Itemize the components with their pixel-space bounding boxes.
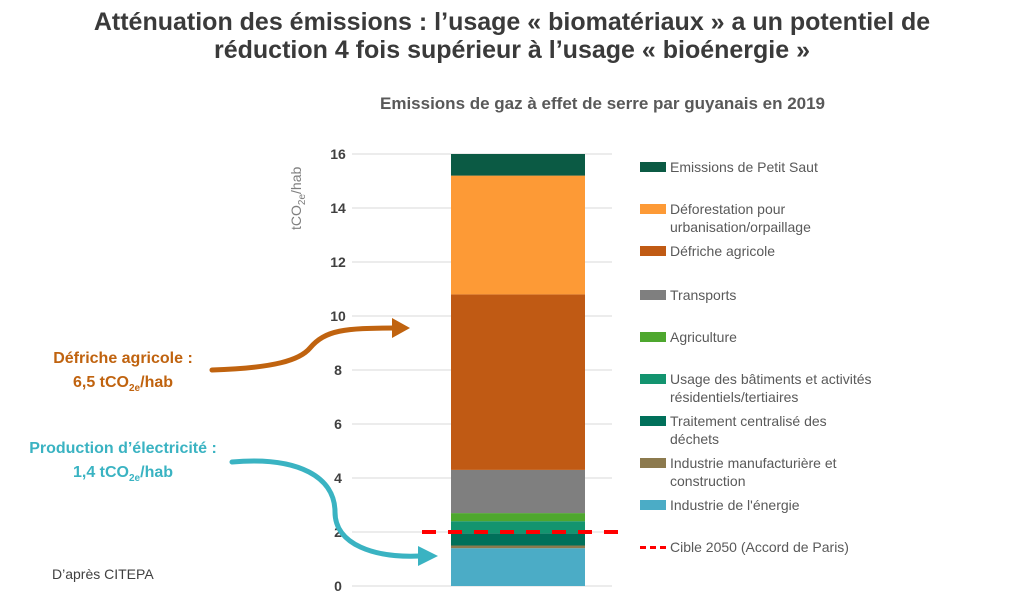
chart-title-text: Emissions de gaz à effet de serre par gu… — [379, 94, 826, 113]
legend-swatch-7 — [640, 458, 666, 468]
bar-segment-8 — [451, 154, 585, 176]
legend-label-7: Industrie manufacturière et construction — [670, 455, 837, 489]
legend-label-9: Cible 2050 (Accord de Paris) — [670, 539, 849, 555]
legend-swatch-5 — [640, 374, 666, 384]
y-axis-label-a: tCO — [288, 205, 304, 230]
chart-title: Emissions de gaz à effet de serre par gu… — [330, 93, 875, 115]
y-tick-6: 6 — [334, 416, 342, 432]
legend-swatch-4 — [640, 332, 666, 342]
y-axis-label-b: /hab — [288, 166, 304, 194]
bar-stack — [451, 154, 585, 586]
legend-label-8: Industrie de l'énergie — [670, 497, 800, 513]
callout-electricite: Production d’électricité : 1,4 tCO2e/hab — [8, 437, 238, 491]
legend-swatch-9 — [640, 546, 666, 549]
y-tick-12: 12 — [330, 254, 346, 270]
y-axis-label: tCO2e/hab — [288, 130, 308, 230]
bar-segment-5 — [451, 469, 585, 514]
y-tick-0: 0 — [334, 578, 342, 594]
legend-label-5: Usage des bâtiments et activités résident… — [670, 371, 872, 405]
callout-defriche-sub: 2e — [129, 383, 141, 395]
callout-electricite-number: 1,4 tCO — [72, 464, 129, 481]
legend-swatch-6 — [640, 416, 666, 426]
legend-swatch-3 — [640, 290, 666, 300]
bar-segment-0 — [451, 548, 585, 586]
headline: Atténuation des émissions : l’usage « bi… — [0, 8, 1024, 64]
callout-electricite-label: Production d’électricité : — [29, 440, 217, 457]
electricite-arrow — [229, 458, 423, 559]
y-tick-10: 10 — [330, 308, 346, 324]
legend-label-0: Emissions de Petit Saut — [670, 159, 818, 175]
y-tick-8: 8 — [334, 362, 342, 378]
bar-segment-2 — [451, 533, 585, 546]
legend-swatch-8 — [640, 500, 666, 510]
y-axis-label-sub: 2e — [296, 193, 308, 206]
callout-arrows — [209, 318, 438, 566]
source-note: D’après CITEPA — [52, 566, 154, 582]
legend-swatch-2 — [640, 246, 666, 256]
electricite-arrowhead — [418, 546, 438, 566]
bar-segment-1 — [451, 545, 585, 549]
callout-defriche-unit: /hab — [140, 374, 174, 391]
legend-label-1: Déforestation pour urbanisation/orpaillag… — [670, 201, 811, 235]
legend-label-2: Défriche agricole — [670, 243, 776, 259]
bar-segment-7 — [451, 175, 585, 295]
legend-swatch-0 — [640, 162, 666, 172]
callout-electricite-unit: /hab — [140, 464, 174, 481]
defriche-arrow — [209, 325, 398, 373]
y-tick-14: 14 — [330, 200, 346, 216]
callout-defriche-label: Défriche agricole : — [53, 350, 193, 367]
callout-defriche: Défriche agricole : 6,5 tCO2e/hab — [28, 347, 218, 401]
legend-label-6: Traitement centralisé des déchets — [670, 413, 827, 447]
callout-electricite-sub: 2e — [129, 473, 141, 485]
y-tick-4: 4 — [334, 470, 342, 486]
callout-electricite-value: 1,4 tCO2e/hab — [8, 461, 238, 491]
defriche-arrowhead — [392, 318, 410, 338]
legend-label-3: Transports — [670, 287, 737, 303]
headline-line-2: réduction 4 fois supérieur à l’usage « b… — [213, 36, 810, 64]
callout-defriche-number: 6,5 tCO — [72, 374, 129, 391]
legend-label-4: Agriculture — [670, 329, 737, 345]
bar-segment-6 — [451, 294, 585, 470]
y-tick-16: 16 — [330, 146, 346, 162]
bar-segment-4 — [451, 513, 585, 522]
legend-swatch-1 — [640, 204, 666, 214]
callout-defriche-value: 6,5 tCO2e/hab — [28, 371, 218, 401]
headline-line-1: Atténuation des émissions : l’usage « bi… — [93, 8, 931, 36]
